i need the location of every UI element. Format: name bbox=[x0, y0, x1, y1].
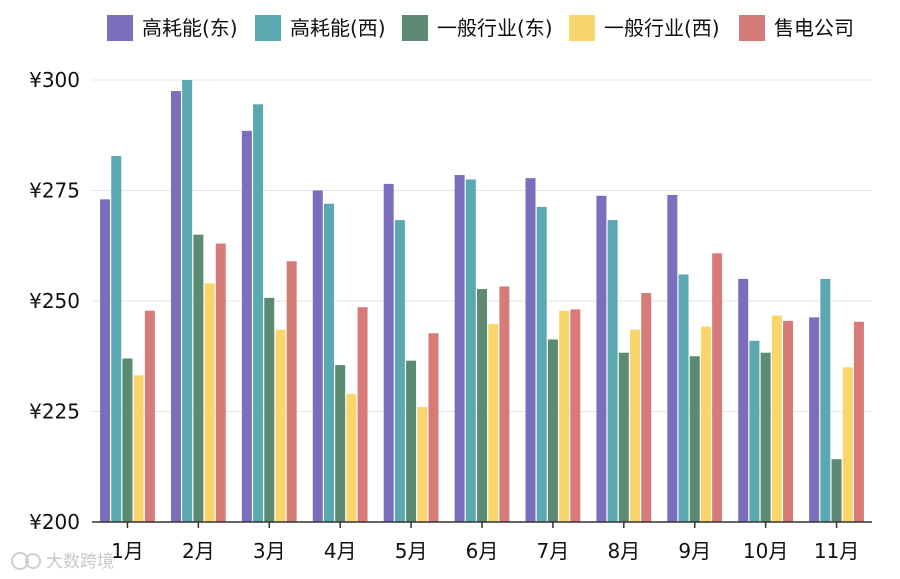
bar bbox=[809, 317, 820, 522]
bar bbox=[525, 178, 536, 522]
x-tick-label: 2月 bbox=[182, 539, 215, 563]
watermark-text: 大数跨境 bbox=[46, 552, 114, 572]
x-tick-label: 9月 bbox=[678, 539, 711, 563]
bar bbox=[499, 286, 510, 522]
x-tick-label: 6月 bbox=[466, 539, 499, 563]
bar bbox=[111, 156, 122, 523]
bar bbox=[641, 293, 652, 522]
bar bbox=[170, 91, 181, 523]
bar bbox=[749, 340, 760, 522]
bar bbox=[547, 339, 558, 522]
x-tick-label: 5月 bbox=[395, 539, 428, 563]
bar bbox=[144, 310, 155, 522]
bar bbox=[712, 253, 723, 523]
bar bbox=[831, 459, 842, 522]
bar bbox=[215, 243, 226, 523]
bar bbox=[253, 104, 264, 522]
legend-swatch bbox=[255, 15, 281, 41]
y-tick-label: ¥250 bbox=[29, 289, 80, 313]
bar bbox=[738, 278, 749, 522]
bar bbox=[335, 365, 346, 522]
bar bbox=[630, 329, 641, 522]
bar bbox=[264, 297, 275, 522]
x-tick-label: 3月 bbox=[253, 539, 286, 563]
bar bbox=[607, 220, 618, 522]
bar bbox=[323, 203, 334, 522]
bar bbox=[241, 130, 252, 522]
bar bbox=[394, 220, 405, 522]
legend-label: 高耗能(东) bbox=[142, 16, 238, 40]
bar bbox=[536, 206, 547, 522]
legend: 高耗能(东) 高耗能(西) 一般行业(东) 一般行业(西) 售电公司 bbox=[107, 15, 854, 41]
bar bbox=[193, 234, 204, 522]
x-tick-label: 4月 bbox=[324, 539, 357, 563]
legend-swatch bbox=[402, 15, 428, 41]
bar bbox=[570, 309, 581, 522]
legend-label: 一般行业(东) bbox=[437, 16, 553, 40]
bar bbox=[488, 323, 499, 522]
bar bbox=[700, 326, 711, 522]
bar bbox=[312, 190, 323, 522]
bar bbox=[357, 307, 368, 522]
x-tick-label: 11月 bbox=[814, 539, 859, 563]
legend-swatch bbox=[107, 15, 133, 41]
bar bbox=[559, 310, 570, 522]
axes: ¥200 ¥225 ¥250 ¥275 ¥300 1月 2月 3月 4月 5月 6月 7月 8月 9月 10… bbox=[29, 68, 872, 563]
bar bbox=[454, 175, 465, 522]
bar bbox=[417, 407, 428, 522]
bar bbox=[286, 261, 297, 522]
bar bbox=[100, 199, 111, 522]
bar bbox=[346, 393, 357, 522]
bar bbox=[820, 278, 831, 522]
bar bbox=[678, 274, 689, 522]
legend-label: 高耗能(西) bbox=[290, 16, 386, 40]
bar bbox=[760, 352, 771, 522]
y-tick-label: ¥200 bbox=[29, 510, 80, 534]
bars bbox=[100, 80, 864, 523]
brand-logo-icon bbox=[11, 552, 41, 570]
bar bbox=[596, 195, 607, 522]
x-tick-label: 1月 bbox=[111, 539, 144, 563]
x-tick-label: 10月 bbox=[743, 539, 788, 563]
bar bbox=[275, 329, 286, 522]
bar bbox=[204, 283, 215, 522]
bar bbox=[122, 358, 133, 522]
x-tick-label: 7月 bbox=[537, 539, 570, 563]
y-tick-label: ¥300 bbox=[29, 68, 80, 92]
legend-label: 一般行业(西) bbox=[604, 16, 720, 40]
bar bbox=[182, 80, 193, 522]
bar bbox=[477, 289, 487, 522]
y-tick-label: ¥225 bbox=[29, 400, 80, 424]
bar bbox=[853, 321, 864, 522]
legend-label: 售电公司 bbox=[774, 16, 854, 40]
bar bbox=[133, 375, 144, 522]
bar bbox=[771, 315, 782, 522]
bar bbox=[406, 360, 417, 522]
legend-swatch bbox=[569, 15, 595, 41]
bar bbox=[618, 352, 629, 522]
bar bbox=[689, 356, 700, 522]
bar bbox=[842, 367, 853, 522]
bar bbox=[428, 333, 439, 522]
y-tick-label: ¥275 bbox=[29, 179, 80, 203]
x-tick-label: 8月 bbox=[607, 539, 640, 563]
watermark: 大数跨境 bbox=[11, 552, 114, 572]
bar bbox=[465, 179, 476, 522]
bar bbox=[783, 320, 794, 522]
legend-swatch bbox=[739, 15, 765, 41]
bar bbox=[667, 194, 678, 523]
bar bbox=[383, 183, 394, 522]
